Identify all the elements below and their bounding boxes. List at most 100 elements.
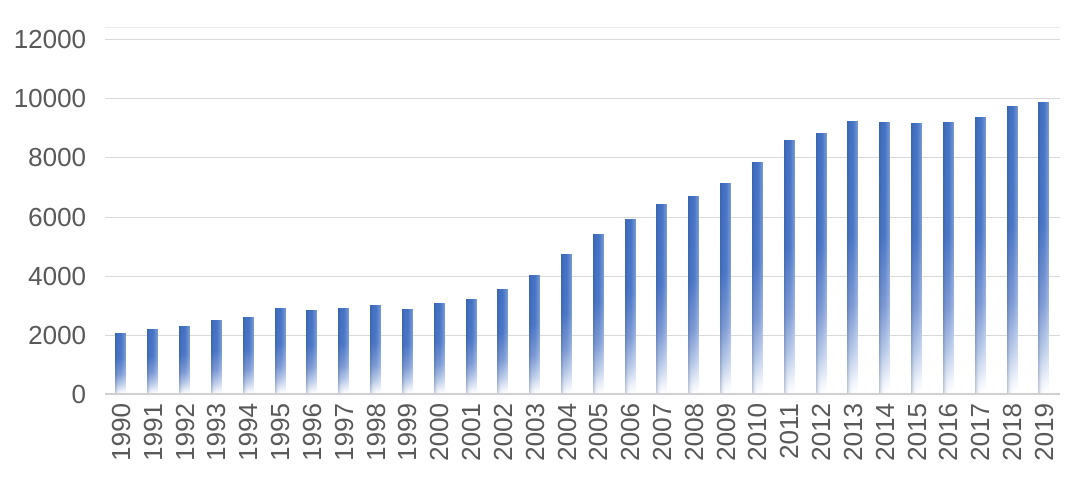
x-axis-tick-label: 2005 (583, 403, 614, 461)
bar-cell (614, 39, 646, 394)
bar-2003 (529, 274, 541, 394)
bar-cell (423, 39, 455, 394)
bar-1992 (179, 325, 191, 394)
gridline-10000 (105, 98, 1060, 100)
bar-cell (296, 39, 328, 394)
x-tick-cell: 2008 (678, 403, 710, 461)
x-tick-cell: 2001 (455, 403, 487, 461)
bar-cell (964, 39, 996, 394)
x-tick-cell: 1991 (137, 403, 169, 461)
bar-cell (1028, 39, 1060, 394)
bar-2010 (751, 162, 763, 394)
x-axis-line (105, 393, 1060, 395)
x-axis-tick-label: 2004 (551, 403, 582, 461)
bar-cell (519, 39, 551, 394)
x-axis-tick-label: 2003 (519, 403, 550, 461)
bar-cell (933, 39, 965, 394)
x-tick-cell: 2000 (423, 403, 455, 461)
bar-cell (710, 39, 742, 394)
x-tick-cell: 2018 (996, 403, 1028, 461)
x-tick-cell: 2016 (933, 403, 965, 461)
x-tick-cell: 1996 (296, 403, 328, 461)
x-tick-cell: 2015 (901, 403, 933, 461)
bar-1997 (338, 308, 350, 394)
bar-2001 (465, 298, 477, 394)
x-tick-cell: 2012 (805, 403, 837, 461)
x-axis-tick-label: 1993 (201, 403, 232, 461)
bar-2007 (656, 203, 668, 394)
bar-2002 (497, 289, 509, 394)
x-tick-cell: 2014 (869, 403, 901, 461)
bar-cell (328, 39, 360, 394)
bar-2018 (1006, 106, 1018, 394)
bar-1993 (210, 319, 222, 394)
bar-2005 (592, 233, 604, 394)
chart-area-top-border (105, 27, 1060, 28)
x-axis-tick-label: 2011 (774, 403, 805, 459)
x-axis-tick-label: 2002 (487, 403, 518, 461)
x-tick-cell: 2007 (646, 403, 678, 461)
bar-2004 (561, 253, 572, 394)
x-tick-cell: 2009 (710, 403, 742, 461)
x-tick-cell: 1993 (200, 403, 232, 461)
x-axis-tick-label: 1997 (328, 403, 359, 461)
bar-2019 (1038, 102, 1050, 394)
bar-1996 (306, 309, 318, 394)
x-axis-tick-label: 2015 (901, 403, 932, 461)
bar-2011 (783, 140, 795, 394)
bar-2016 (942, 122, 954, 394)
x-axis-tick-label: 1992 (169, 403, 200, 461)
gridline-8000 (105, 157, 1060, 159)
x-tick-cell: 1998 (360, 403, 392, 461)
bar-2017 (974, 117, 986, 394)
bar-cell (901, 39, 933, 394)
bar-cell (391, 39, 423, 394)
y-axis-tick-label: 10000 (13, 83, 86, 114)
x-axis-tick-label: 2017 (965, 403, 996, 461)
x-tick-cell: 2004 (551, 403, 583, 461)
x-axis-tick-label: 2006 (615, 403, 646, 461)
x-tick-cell: 1990 (105, 403, 137, 461)
x-axis-tick-label: 1995 (265, 403, 296, 461)
bar-1999 (401, 308, 413, 394)
x-tick-cell: 1995 (264, 403, 296, 461)
bar-cell (200, 39, 232, 394)
bar-cell (996, 39, 1028, 394)
x-tick-cell: 2002 (487, 403, 519, 461)
gridline-4000 (105, 275, 1060, 277)
x-axis-tick-label: 2016 (933, 403, 964, 461)
x-axis: 1990 1991 1992 1993 1994 1995 1996 1997 1998 1999… (105, 403, 1060, 483)
y-axis: 12000 10000 8000 6000 4000 2000 0 (0, 0, 86, 491)
bar-2009 (720, 183, 732, 394)
y-axis-tick-label: 0 (71, 379, 86, 409)
bar-cell (742, 39, 774, 394)
x-tick-cell: 1994 (232, 403, 264, 461)
plot-area (105, 39, 1060, 395)
y-axis-tick-label: 2000 (28, 319, 86, 350)
bar-cell (264, 39, 296, 394)
bar-cell (169, 39, 201, 394)
x-tick-cell: 2019 (1028, 403, 1060, 461)
bar-cell (678, 39, 710, 394)
bar-cell (137, 39, 169, 394)
bar-2006 (624, 218, 636, 394)
bar-1990 (115, 332, 127, 394)
bar-2012 (815, 132, 827, 394)
bar-2014 (879, 121, 891, 394)
x-tick-cell: 2013 (837, 403, 869, 461)
bar-2008 (688, 195, 700, 394)
gridline-6000 (105, 216, 1060, 218)
bar-cell (487, 39, 519, 394)
bar-1994 (242, 316, 254, 394)
x-axis-tick-label: 2009 (710, 403, 741, 461)
bar-cell (773, 39, 805, 394)
x-tick-cell: 2011 (773, 403, 805, 459)
x-tick-cell: 1992 (169, 403, 201, 461)
x-tick-cell: 2005 (582, 403, 614, 461)
bar-cell (646, 39, 678, 394)
y-axis-tick-label: 12000 (13, 24, 86, 54)
x-axis-tick-label: 2014 (869, 403, 900, 461)
bar-1998 (370, 304, 382, 394)
bar-cell (582, 39, 614, 394)
